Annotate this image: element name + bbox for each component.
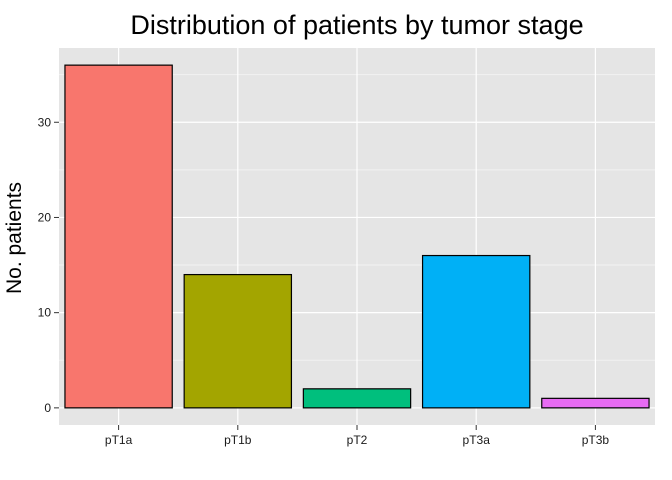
bar-pt3a bbox=[421, 254, 531, 409]
bars bbox=[64, 64, 650, 409]
bar-pt3b bbox=[541, 397, 650, 409]
y-axis: 0 10 20 30 bbox=[38, 115, 59, 415]
bar-pt1a bbox=[64, 64, 173, 409]
x-axis: pT1a pT1b pT2 pT3a pT3b bbox=[105, 425, 609, 447]
bar-pt1b bbox=[183, 273, 293, 409]
x-tick-label: pT3b bbox=[582, 433, 610, 447]
y-tick-label: 10 bbox=[38, 306, 52, 320]
bar-pt2 bbox=[302, 388, 412, 409]
y-tick-label: 30 bbox=[38, 115, 52, 129]
x-tick-label: pT1b bbox=[224, 433, 252, 447]
x-tick-label: pT2 bbox=[347, 433, 368, 447]
x-tick-label: pT1a bbox=[105, 433, 133, 447]
y-tick-label: 20 bbox=[38, 210, 52, 224]
chart-title: Distribution of patients by tumor stage bbox=[130, 10, 583, 40]
x-tick-label: pT3a bbox=[463, 433, 491, 447]
y-axis-label: No. patients bbox=[3, 182, 26, 294]
y-tick-label: 0 bbox=[44, 401, 51, 415]
